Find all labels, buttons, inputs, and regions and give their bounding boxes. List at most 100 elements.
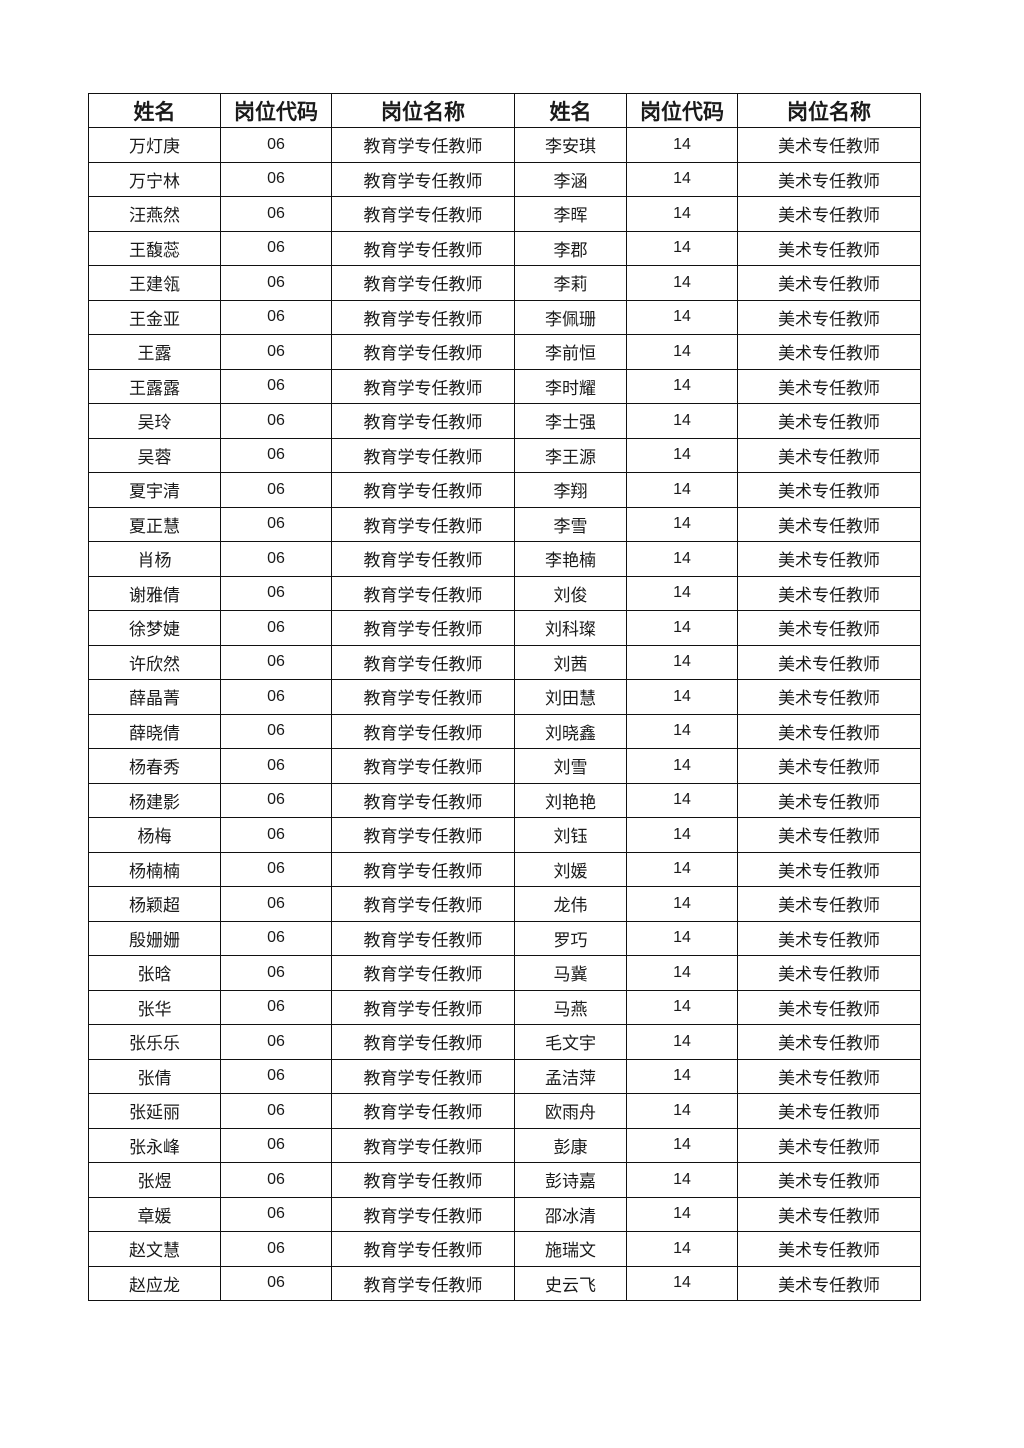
cell-position-title: 美术专任教师 [737, 851, 921, 887]
cell-position-code: 14 [626, 920, 738, 956]
cell-position-code: 06 [220, 1265, 332, 1301]
cell-position-code: 14 [626, 403, 738, 439]
cell-position-title: 美术专任教师 [737, 1024, 921, 1060]
table-row: 杨楠楠 06 教育学专任教师 刘媛 14 美术专任教师 [88, 851, 921, 887]
cell-name: 薛晶菁 [88, 679, 221, 715]
cell-name: 马燕 [514, 989, 627, 1025]
cell-position-code: 14 [626, 955, 738, 991]
table-body: 万灯庚 06 教育学专任教师 李安琪 14 美术专任教师 万宁林 06 教育学专任教师 李涵 14 美… [88, 127, 921, 1301]
cell-name: 万灯庚 [88, 127, 221, 163]
cell-name: 万宁林 [88, 161, 221, 197]
cell-position-code: 06 [220, 955, 332, 991]
cell-position-code: 14 [626, 644, 738, 680]
cell-position-title: 教育学专任教师 [331, 1127, 515, 1163]
cell-name: 彭诗嘉 [514, 1162, 627, 1198]
header-position-title: 岗位名称 [331, 93, 515, 128]
cell-position-title: 美术专任教师 [737, 713, 921, 749]
cell-position-code: 14 [626, 1231, 738, 1267]
table-row: 吴蓉 06 教育学专任教师 李王源 14 美术专任教师 [88, 437, 921, 473]
cell-name: 王金亚 [88, 299, 221, 335]
cell-position-title: 美术专任教师 [737, 196, 921, 232]
cell-position-title: 教育学专任教师 [331, 437, 515, 473]
cell-name: 张煜 [88, 1162, 221, 1198]
table-row: 汪燕然 06 教育学专任教师 李晖 14 美术专任教师 [88, 196, 921, 232]
cell-position-code: 14 [626, 334, 738, 370]
cell-position-code: 14 [626, 575, 738, 611]
cell-position-title: 教育学专任教师 [331, 1162, 515, 1198]
cell-position-title: 美术专任教师 [737, 748, 921, 784]
table-row: 王建瓴 06 教育学专任教师 李莉 14 美术专任教师 [88, 265, 921, 301]
cell-name: 杨楠楠 [88, 851, 221, 887]
cell-position-title: 美术专任教师 [737, 1162, 921, 1198]
cell-position-title: 美术专任教师 [737, 920, 921, 956]
cell-position-code: 06 [220, 782, 332, 818]
cell-position-title: 美术专任教师 [737, 230, 921, 266]
roster-table: 姓名 岗位代码 岗位名称 姓名 岗位代码 岗位名称 万灯庚 06 教育学专任教师 李安… [88, 93, 921, 1301]
cell-position-title: 教育学专任教师 [331, 506, 515, 542]
cell-position-code: 06 [220, 575, 332, 611]
cell-position-code: 06 [220, 334, 332, 370]
cell-position-title: 美术专任教师 [737, 265, 921, 301]
cell-position-title: 教育学专任教师 [331, 368, 515, 404]
cell-position-code: 06 [220, 748, 332, 784]
cell-name: 刘茜 [514, 644, 627, 680]
cell-name: 王露 [88, 334, 221, 370]
table-row: 张延丽 06 教育学专任教师 欧雨舟 14 美术专任教师 [88, 1093, 921, 1129]
cell-name: 刘艳艳 [514, 782, 627, 818]
cell-position-title: 美术专任教师 [737, 541, 921, 577]
cell-position-title: 美术专任教师 [737, 1265, 921, 1301]
cell-name: 杨建影 [88, 782, 221, 818]
cell-name: 刘田慧 [514, 679, 627, 715]
cell-position-title: 教育学专任教师 [331, 403, 515, 439]
cell-name: 李晖 [514, 196, 627, 232]
cell-position-title: 美术专任教师 [737, 368, 921, 404]
cell-position-title: 教育学专任教师 [331, 713, 515, 749]
cell-position-code: 14 [626, 541, 738, 577]
cell-position-title: 教育学专任教师 [331, 989, 515, 1025]
cell-position-code: 14 [626, 610, 738, 646]
cell-name: 杨梅 [88, 817, 221, 853]
cell-name: 赵应龙 [88, 1265, 221, 1301]
cell-name: 彭康 [514, 1127, 627, 1163]
cell-position-code: 14 [626, 1024, 738, 1060]
cell-name: 刘雪 [514, 748, 627, 784]
cell-position-title: 美术专任教师 [737, 989, 921, 1025]
cell-position-code: 14 [626, 230, 738, 266]
cell-position-title: 教育学专任教师 [331, 644, 515, 680]
cell-name: 章媛 [88, 1196, 221, 1232]
cell-position-title: 美术专任教师 [737, 886, 921, 922]
cell-position-title: 美术专任教师 [737, 644, 921, 680]
cell-position-code: 06 [220, 127, 332, 163]
cell-position-title: 教育学专任教师 [331, 1093, 515, 1129]
cell-position-title: 教育学专任教师 [331, 230, 515, 266]
cell-position-title: 美术专任教师 [737, 1196, 921, 1232]
header-row: 姓名 岗位代码 岗位名称 姓名 岗位代码 岗位名称 [88, 93, 921, 128]
cell-position-code: 06 [220, 299, 332, 335]
cell-position-code: 06 [220, 817, 332, 853]
cell-position-title: 美术专任教师 [737, 161, 921, 197]
cell-name: 李翔 [514, 472, 627, 508]
cell-position-code: 14 [626, 299, 738, 335]
cell-position-code: 06 [220, 886, 332, 922]
cell-name: 夏宇清 [88, 472, 221, 508]
table-row: 张晗 06 教育学专任教师 马冀 14 美术专任教师 [88, 955, 921, 991]
cell-name: 刘科璨 [514, 610, 627, 646]
header-name: 姓名 [514, 93, 627, 128]
cell-position-code: 06 [220, 1058, 332, 1094]
cell-name: 李涵 [514, 161, 627, 197]
header-position-title: 岗位名称 [737, 93, 921, 128]
cell-position-code: 14 [626, 265, 738, 301]
cell-position-title: 美术专任教师 [737, 127, 921, 163]
cell-name: 刘钰 [514, 817, 627, 853]
cell-position-title: 美术专任教师 [737, 299, 921, 335]
table-row: 万宁林 06 教育学专任教师 李涵 14 美术专任教师 [88, 161, 921, 197]
cell-position-code: 06 [220, 644, 332, 680]
cell-name: 李士强 [514, 403, 627, 439]
table-row: 许欣然 06 教育学专任教师 刘茜 14 美术专任教师 [88, 644, 921, 680]
cell-position-code: 14 [626, 161, 738, 197]
cell-position-title: 教育学专任教师 [331, 334, 515, 370]
table-row: 肖杨 06 教育学专任教师 李艳楠 14 美术专任教师 [88, 541, 921, 577]
cell-position-title: 教育学专任教师 [331, 299, 515, 335]
cell-position-title: 教育学专任教师 [331, 265, 515, 301]
cell-position-title: 美术专任教师 [737, 1093, 921, 1129]
